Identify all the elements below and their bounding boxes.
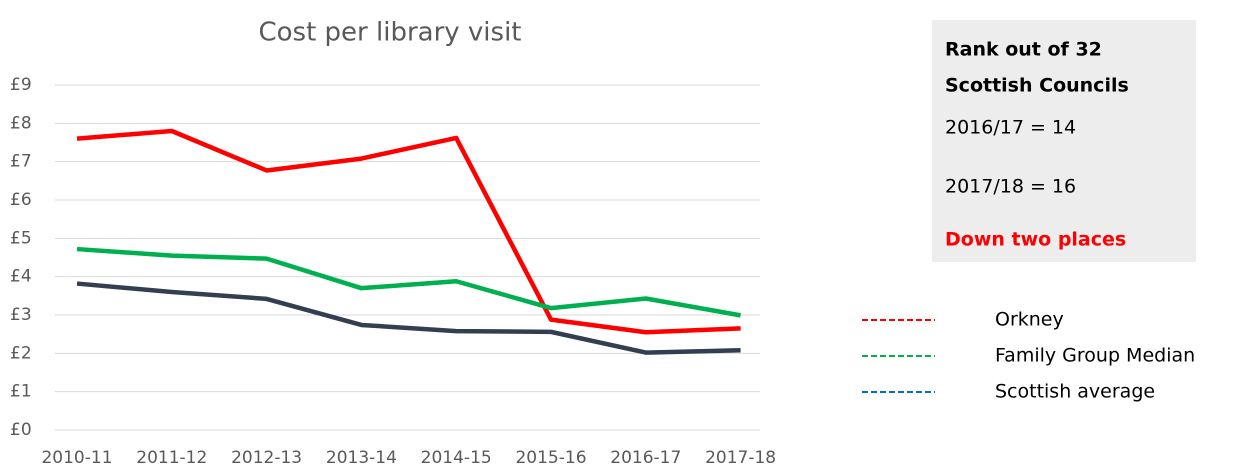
x-tick-label: 2017-18 <box>705 448 776 468</box>
legend-label: Family Group Median <box>995 345 1195 367</box>
legend-label: Orkney <box>995 309 1064 331</box>
y-tick-label: £6 <box>10 190 32 210</box>
y-tick-label: £7 <box>10 152 32 172</box>
panel-line: 2017/18 = 16 <box>945 176 1076 198</box>
x-tick-label: 2013-14 <box>326 448 397 468</box>
series-line <box>76 281 741 355</box>
series-line <box>76 128 741 335</box>
y-tick-label: £1 <box>10 382 32 402</box>
panel-line: 2016/17 = 14 <box>945 117 1076 139</box>
y-tick-label: £4 <box>10 267 32 287</box>
y-tick-label: £3 <box>10 305 32 325</box>
y-tick-label: £0 <box>10 420 32 440</box>
panel-heading: Scottish Councils <box>945 75 1129 97</box>
y-tick-label: £8 <box>10 113 32 133</box>
chart-title: Cost per library visit <box>258 18 521 48</box>
panel-conclusion: Down two places <box>945 229 1126 251</box>
y-tick-label: £9 <box>10 75 32 95</box>
y-tick-label: £5 <box>10 228 32 248</box>
x-tick-label: 2015-16 <box>515 448 586 468</box>
x-tick-label: 2016-17 <box>610 448 681 468</box>
panel-heading: Rank out of 32 <box>945 39 1102 61</box>
x-tick-label: 2012-13 <box>231 448 302 468</box>
legend-label: Scottish average <box>995 381 1155 403</box>
rank-panel <box>932 20 1196 262</box>
x-tick-label: 2010-11 <box>41 448 112 468</box>
x-tick-label: 2014-15 <box>421 448 492 468</box>
y-tick-label: £2 <box>10 343 32 363</box>
x-tick-label: 2011-12 <box>136 448 207 468</box>
series-line <box>76 246 741 318</box>
